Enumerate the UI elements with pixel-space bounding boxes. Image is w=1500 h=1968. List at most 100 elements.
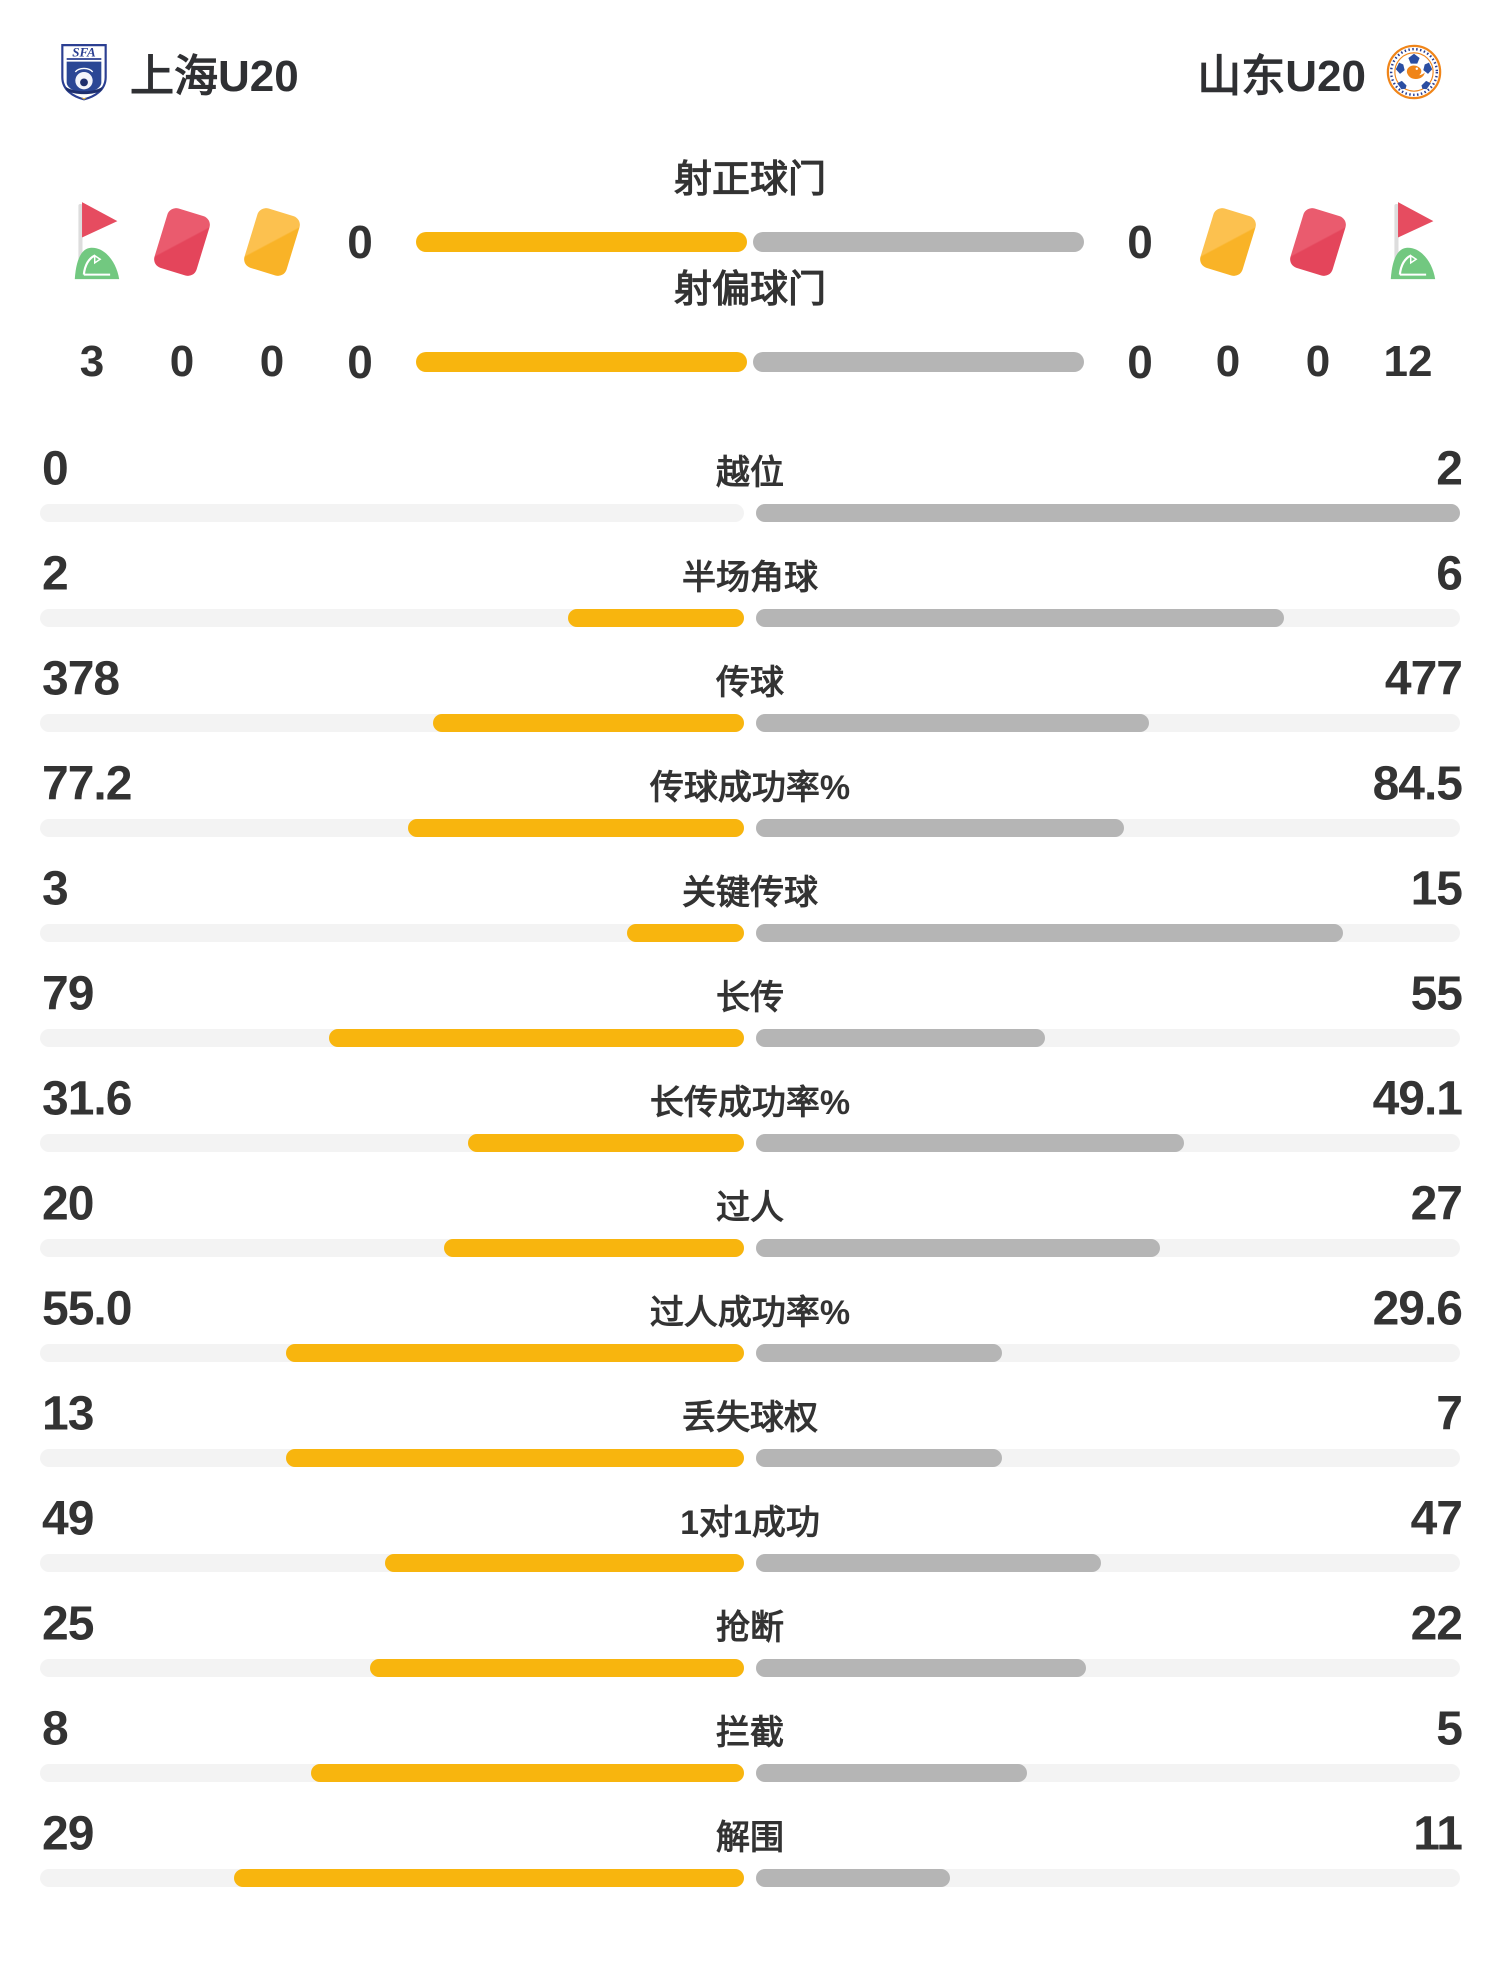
away-bar-fill [753, 352, 1084, 372]
home-bar-fill [233, 1869, 744, 1887]
away-value: 15 [1410, 862, 1463, 916]
home-bar-fill [310, 1764, 744, 1782]
stats-list: 0 越位 2 2 半场角球 6 [0, 434, 1500, 1968]
away-bar-fill [756, 609, 1284, 627]
home-bar-fill [416, 232, 747, 252]
home-bar-fill [286, 1344, 744, 1362]
away-value: 27 [1410, 1177, 1463, 1231]
away-corner-flag-icon [1376, 196, 1440, 288]
stat-label: 关键传球 [682, 873, 818, 912]
away-bar-fill [756, 714, 1149, 732]
away-bar-fill [756, 1659, 1086, 1677]
stat-bar [40, 714, 1460, 732]
shots-off-target-bar [416, 352, 1084, 372]
away-discipline-counts: 0 0 12 [1196, 337, 1440, 387]
stat-row: 31.6 长传成功率% 49.1 [0, 1064, 1500, 1169]
stat-label: 传球 [716, 663, 784, 702]
away-bar-fill [756, 924, 1343, 942]
stat-bar [40, 609, 1460, 627]
away-bar-fill [753, 232, 1084, 252]
stat-row: 55.0 过人成功率% 29.6 [0, 1274, 1500, 1379]
home-value: 31.6 [42, 1072, 132, 1126]
home-corner-count: 3 [79, 337, 105, 386]
stat-bar [40, 924, 1460, 942]
home-value: 8 [42, 1702, 69, 1756]
stat-bar [40, 504, 1460, 522]
away-value: 2 [1436, 442, 1463, 496]
away-value: 55 [1410, 967, 1463, 1021]
away-bar-fill [756, 1449, 1003, 1467]
shots-off-target-row: 3 0 0 0 0 0 0 12 [0, 316, 1500, 408]
stat-label: 半场角球 [682, 558, 818, 597]
home-bar-fill [626, 924, 744, 942]
away-value: 84.5 [1372, 757, 1463, 811]
stat-bar [40, 1029, 1460, 1047]
home-shots-on-target-value: 0 [347, 216, 373, 268]
away-red-card-count: 0 [1305, 337, 1331, 386]
home-bar-fill [328, 1029, 744, 1047]
away-bar-fill [756, 819, 1124, 837]
stat-label: 解围 [716, 1818, 784, 1857]
away-shots-off-target-value: 0 [1127, 336, 1153, 388]
away-team-name: 山东U20 [1197, 52, 1366, 101]
home-bar-fill [407, 819, 744, 837]
stat-bar [40, 1449, 1460, 1467]
stat-row: 0 越位 2 [0, 434, 1500, 539]
stat-bar [40, 1554, 1460, 1572]
stat-label: 长传 [716, 978, 784, 1017]
stat-row: 20 过人 27 [0, 1169, 1500, 1274]
away-value: 49.1 [1372, 1072, 1463, 1126]
home-team-badge-sfa-icon: SFA [61, 44, 107, 101]
away-team[interactable]: 山东U20 [1197, 40, 1442, 104]
stat-row: 77.2 传球成功率% 84.5 [0, 749, 1500, 854]
away-bar-fill [756, 1764, 1027, 1782]
stat-label: 越位 [716, 453, 784, 492]
home-value: 55.0 [42, 1282, 132, 1336]
shots-on-target-bar [416, 232, 1084, 252]
stat-label: 拦截 [716, 1713, 784, 1752]
home-bar-fill [286, 1449, 744, 1467]
home-yellow-card-count: 0 [259, 337, 285, 386]
stat-label: 过人成功率% [649, 1293, 851, 1332]
stat-label: 传球成功率% [649, 768, 851, 807]
shots-on-target-row: 0 0 [0, 202, 1500, 280]
away-bar-fill [756, 504, 1460, 522]
away-bar-fill [756, 1869, 950, 1887]
home-bar-fill [384, 1554, 744, 1572]
home-discipline-icons [60, 196, 304, 288]
home-value: 77.2 [42, 757, 132, 811]
home-bar-fill [568, 609, 744, 627]
home-bar-fill [369, 1659, 744, 1677]
home-bar-fill [468, 1134, 744, 1152]
stat-bar [40, 1134, 1460, 1152]
stat-row: 378 传球 477 [0, 644, 1500, 749]
away-value: 5 [1436, 1702, 1463, 1756]
stat-bar [40, 1869, 1460, 1887]
away-bar-fill [756, 1344, 1003, 1362]
away-bar-fill [756, 1134, 1185, 1152]
home-shots-off-target-value: 0 [347, 336, 373, 388]
stat-row: 79 长传 55 [0, 959, 1500, 1064]
away-bar-fill [756, 1239, 1161, 1257]
away-value: 6 [1436, 547, 1463, 601]
home-team[interactable]: SFA 上海U20 [58, 40, 299, 104]
stat-row: 13 丢失球权 7 [0, 1379, 1500, 1484]
stat-bar [40, 1239, 1460, 1257]
away-value: 477 [1384, 652, 1463, 706]
home-red-card-icon [150, 205, 214, 279]
home-value: 0 [42, 442, 69, 496]
header: SFA 上海U20 山东U20 [0, 0, 1500, 104]
away-bar-fill [756, 1554, 1101, 1572]
home-value: 25 [42, 1597, 94, 1651]
stat-bar [40, 819, 1460, 837]
home-value: 20 [42, 1177, 94, 1231]
home-value: 13 [42, 1387, 94, 1441]
stat-bar [40, 1344, 1460, 1362]
away-value: 22 [1410, 1597, 1463, 1651]
away-bar-fill [756, 1029, 1045, 1047]
away-red-card-icon [1286, 205, 1350, 279]
home-bar-track [40, 504, 744, 522]
away-value: 29.6 [1372, 1282, 1463, 1336]
stat-label: 长传成功率% [649, 1083, 851, 1122]
home-bar-fill [444, 1239, 744, 1257]
